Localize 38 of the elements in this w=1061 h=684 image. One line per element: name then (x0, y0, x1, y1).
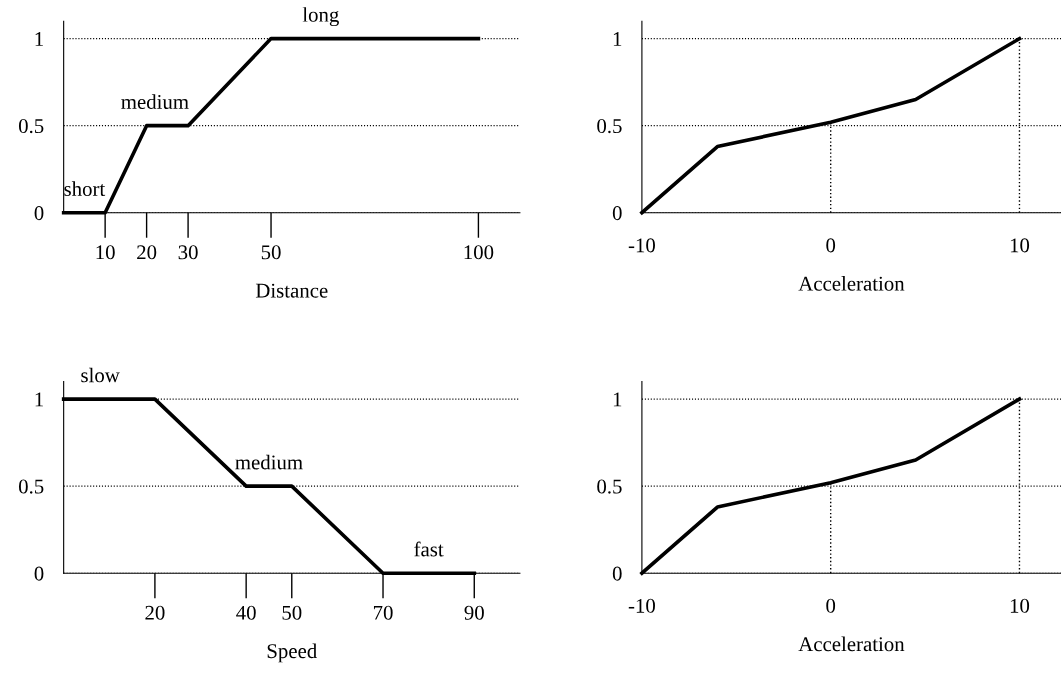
x-tick-label: 10 (96, 245, 115, 260)
x-tick-label: 0 (826, 238, 836, 253)
y-tick-label: 0 (34, 566, 44, 581)
y-tick-label: 0.5 (18, 119, 44, 134)
x-tick-label: 40 (236, 605, 256, 620)
annotation: medium (235, 454, 303, 470)
annotation: long (302, 7, 339, 27)
x-tick-label: 70 (373, 605, 393, 620)
x-tick-label: -10 (628, 238, 655, 253)
y-tick-label: 0.5 (597, 119, 622, 134)
y-tick-label: 1 (35, 32, 43, 46)
x-tick-label: 90 (464, 605, 484, 620)
annotation: short (64, 181, 106, 196)
y-tick-label: 1 (613, 32, 622, 46)
x-tick-label: 20 (137, 245, 157, 260)
y-tick-label: 0 (612, 566, 622, 581)
y-tick-label: 1 (613, 392, 622, 407)
x-tick-label: 30 (178, 245, 198, 260)
y-tick-label: 0.5 (18, 479, 44, 494)
x-tick-label: 10 (1010, 598, 1030, 613)
x-tick-label: 50 (282, 605, 302, 620)
x-tick-label: 100 (464, 245, 494, 260)
x-tick-label: 10 (1010, 238, 1030, 253)
y-tick-label: 0 (612, 206, 622, 221)
annotation: fast (414, 541, 444, 557)
x-tick-label: 50 (261, 245, 281, 260)
x-tick-label: 20 (145, 605, 165, 620)
x-axis-title: Distance (255, 283, 328, 298)
y-tick-label: 0.5 (597, 479, 622, 494)
x-axis-title: Acceleration (798, 276, 905, 291)
x-tick-label: 0 (826, 598, 836, 613)
x-axis-title: Acceleration (798, 636, 905, 652)
annotation: medium (121, 94, 189, 109)
x-axis-title: Speed (267, 643, 317, 663)
y-tick-label: 1 (35, 392, 43, 407)
y-tick-label: 0 (34, 206, 44, 221)
annotation: slow (81, 367, 120, 383)
x-tick-label: -10 (628, 598, 655, 613)
